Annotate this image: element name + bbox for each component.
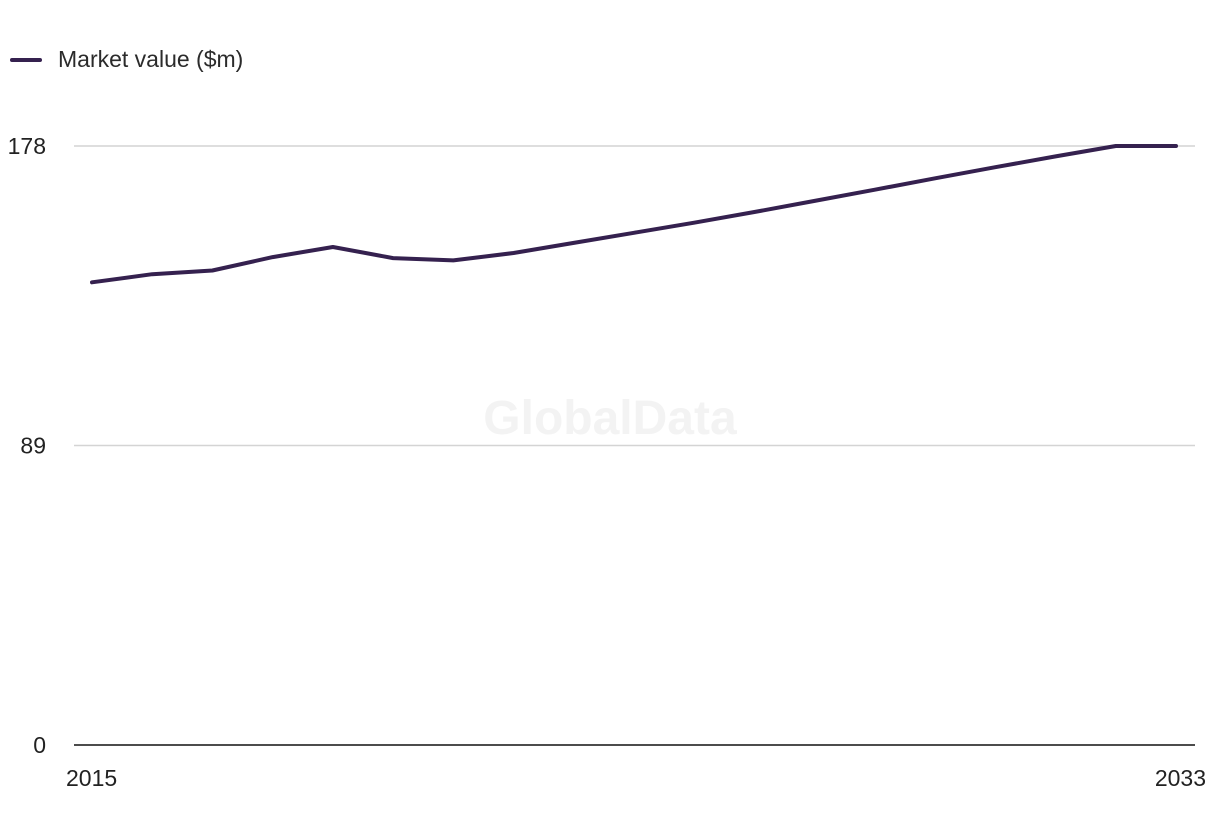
y-tick-label: 0	[33, 732, 46, 758]
series-line-market-value	[90, 144, 1178, 285]
legend-swatch	[10, 57, 42, 62]
y-tick-labels: 0 89 178	[8, 133, 46, 758]
x-tick-label: 2033	[1155, 765, 1206, 791]
x-tick-label: 2015	[66, 765, 117, 791]
legend-label: Market value ($m)	[58, 46, 244, 72]
x-tick-labels: 2015 2033	[66, 765, 1206, 791]
y-tick-label: 178	[8, 133, 46, 159]
legend: Market value ($m)	[10, 46, 243, 73]
watermark: GlobalData	[483, 392, 737, 445]
gridlines	[74, 145, 1195, 447]
y-tick-label: 89	[20, 433, 46, 459]
